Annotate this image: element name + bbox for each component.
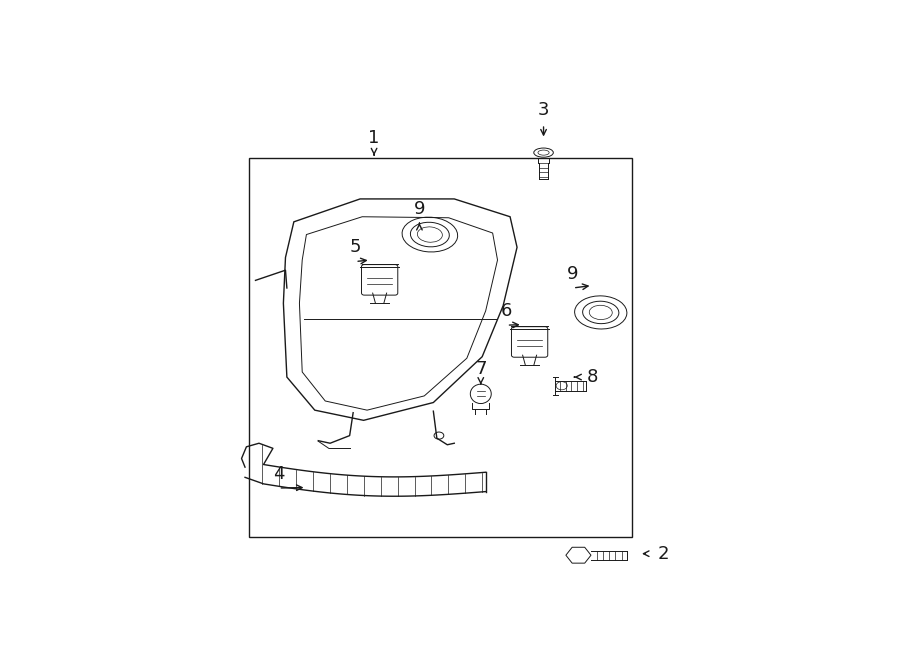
Text: 9: 9 <box>414 200 425 218</box>
Text: 1: 1 <box>368 129 380 147</box>
Bar <box>248 158 632 537</box>
Text: 6: 6 <box>501 302 512 320</box>
Text: 2: 2 <box>658 545 670 563</box>
Text: 4: 4 <box>273 465 284 483</box>
Text: 8: 8 <box>587 368 599 386</box>
Text: 7: 7 <box>475 360 487 379</box>
Text: 5: 5 <box>349 238 361 256</box>
Text: 9: 9 <box>567 265 579 283</box>
Text: 3: 3 <box>538 101 549 119</box>
